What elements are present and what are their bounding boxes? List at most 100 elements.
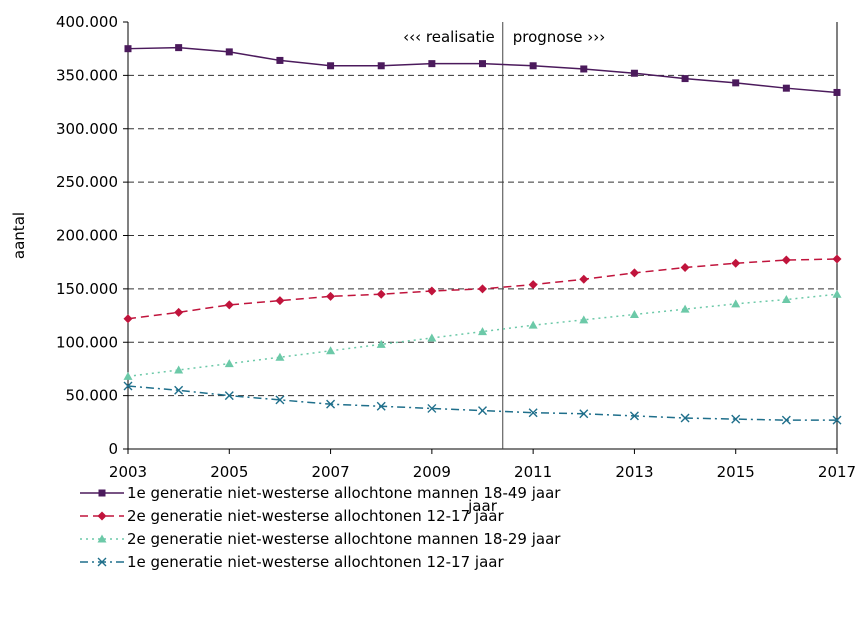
data-point [629, 309, 639, 318]
data-point [224, 359, 234, 368]
legend-item-2: 2e generatie niet-westerse allochtonen 1… [80, 507, 504, 525]
data-point [174, 385, 184, 395]
data-point [680, 304, 690, 313]
legend-label: 1e generatie niet-westerse allochtone ma… [127, 484, 561, 502]
data-point [528, 320, 538, 329]
y-tick-label: 350.000 [56, 66, 118, 84]
data-point [731, 258, 741, 268]
legend-item-1: 1e generatie niet-westerse allochtone ma… [80, 484, 561, 502]
legend-marker [97, 534, 107, 543]
x-tick-label: 2003 [109, 463, 147, 481]
y-tick-label: 200.000 [56, 227, 118, 245]
data-point [175, 44, 183, 52]
series-1 [124, 44, 841, 96]
y-tick-label: 150.000 [56, 280, 118, 298]
data-point [377, 62, 385, 70]
x-tick-label: 2011 [514, 463, 552, 481]
data-point [629, 411, 639, 421]
data-point [528, 408, 538, 418]
data-point [680, 413, 690, 423]
data-point [225, 48, 233, 56]
annotation-realisatie: ‹‹‹ realisatie [403, 28, 495, 46]
x-axis-title: jaar [467, 497, 498, 515]
legend-marker [97, 511, 107, 521]
data-point [781, 255, 791, 265]
data-point [731, 299, 741, 308]
series-line [127, 293, 838, 378]
data-point [781, 295, 791, 304]
data-point [427, 403, 437, 413]
x-tick-label: 2015 [717, 463, 755, 481]
series-2 [123, 254, 842, 324]
series-lines [123, 44, 842, 425]
data-point [224, 391, 234, 401]
gridlines [128, 74, 837, 397]
y-tick-label: 100.000 [56, 333, 118, 351]
data-point [427, 333, 437, 342]
data-point [832, 415, 842, 425]
data-point [529, 62, 537, 70]
x-tick-label: 2017 [818, 463, 856, 481]
data-point [326, 399, 336, 409]
data-point [832, 254, 842, 264]
y-tick-label: 300.000 [56, 120, 118, 138]
data-point [376, 339, 386, 348]
legend-label: 2e generatie niet-westerse allochtonen 1… [127, 507, 504, 525]
series-line [127, 385, 837, 421]
data-point [579, 274, 589, 284]
data-point [224, 300, 234, 310]
data-point [833, 88, 841, 96]
y-tick-label: 0 [108, 440, 118, 458]
data-point [427, 286, 437, 296]
data-point [376, 289, 386, 299]
data-point [124, 45, 132, 53]
data-point [528, 280, 538, 290]
series-3 [123, 289, 842, 380]
data-point [275, 352, 285, 361]
data-point [275, 395, 285, 405]
series-4 [123, 381, 842, 425]
x-tick-label: 2009 [413, 463, 451, 481]
data-point [478, 406, 487, 416]
data-point [731, 414, 741, 424]
legend: 1e generatie niet-westerse allochtone ma… [80, 484, 561, 571]
legend-marker [97, 557, 107, 567]
data-point [782, 84, 790, 92]
legend-label: 1e generatie niet-westerse allochtonen 1… [127, 553, 504, 571]
y-tick-label: 50.000 [66, 387, 119, 405]
legend-item-4: 1e generatie niet-westerse allochtonen 1… [80, 553, 504, 571]
data-point [327, 62, 335, 70]
data-point [276, 56, 284, 64]
x-tick-label: 2005 [210, 463, 248, 481]
y-axis-title: aantal [10, 212, 28, 259]
data-point [681, 75, 689, 83]
data-point [630, 69, 638, 77]
data-point [428, 60, 436, 68]
legend-label: 2e generatie niet-westerse allochtone ma… [127, 530, 561, 548]
data-point [123, 314, 133, 324]
data-point [579, 315, 589, 324]
data-point [832, 289, 842, 298]
data-point [479, 60, 486, 68]
y-tick-label: 250.000 [56, 173, 118, 191]
data-point [680, 263, 690, 273]
data-point [123, 381, 133, 391]
data-point [781, 415, 791, 425]
legend-marker [98, 489, 106, 497]
x-tick-label: 2013 [615, 463, 653, 481]
data-point [579, 409, 589, 419]
legend-item-3: 2e generatie niet-westerse allochtone ma… [80, 530, 561, 548]
data-point [580, 65, 588, 73]
data-point [123, 371, 133, 380]
data-point [174, 365, 184, 374]
data-point [275, 296, 285, 306]
annotation-prognose: prognose ››› [513, 28, 606, 46]
y-axis-ticks: 0 50.000 100.000 150.000 200.000 250.000 300.0… [56, 13, 128, 458]
data-point [174, 307, 184, 317]
x-axis-ticks: 2003 2005 2007 2009 2011 2013 2015 2017 [109, 449, 856, 481]
data-point [629, 268, 639, 278]
series-line [127, 46, 838, 94]
data-point [478, 284, 487, 294]
data-point [376, 401, 386, 411]
